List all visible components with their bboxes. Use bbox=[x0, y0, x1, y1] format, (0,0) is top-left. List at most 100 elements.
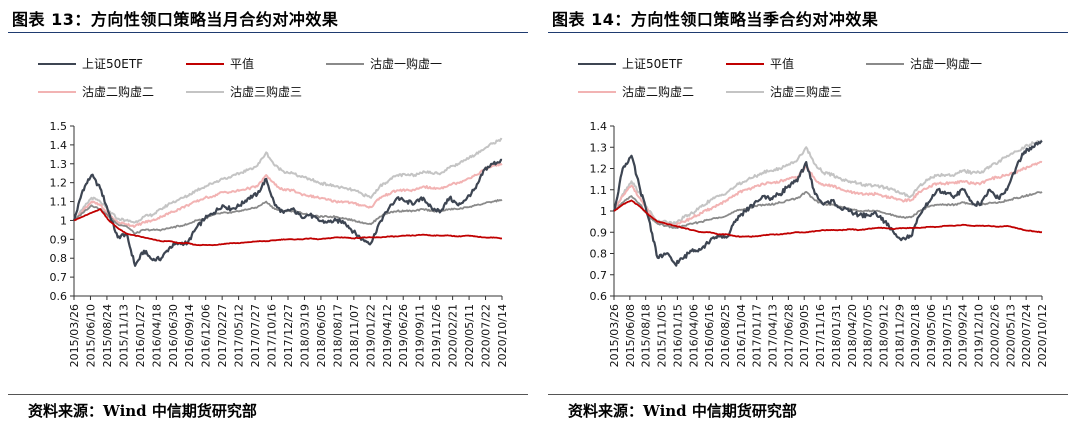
x-tick-label: 2020/02/21 bbox=[447, 304, 460, 367]
legend-label: 沽虚一购虚一 bbox=[370, 56, 442, 71]
legend-label: 平值 bbox=[770, 56, 794, 71]
legend-label: 上证50ETF bbox=[622, 57, 683, 71]
series-line bbox=[613, 160, 1043, 228]
x-tick-label: 2017/04/13 bbox=[767, 304, 780, 367]
series-line bbox=[73, 162, 503, 228]
source-note: 资料来源：Wind 中信期货研究部 bbox=[568, 402, 797, 420]
x-tick-label: 2019/11/26 bbox=[430, 304, 443, 367]
y-tick-label: 1.5 bbox=[50, 120, 68, 133]
x-tick-label: 2020/10/14 bbox=[496, 304, 509, 367]
series-line bbox=[613, 191, 1043, 229]
y-tick-label: 1.3 bbox=[50, 158, 68, 171]
y-tick-label: 0.9 bbox=[590, 226, 608, 239]
x-tick-label: 2018/11/07 bbox=[348, 304, 361, 367]
source-note: 资料来源：Wind 中信期货研究部 bbox=[28, 402, 257, 420]
series-line bbox=[73, 198, 503, 235]
legend-label: 沽虚一购虚一 bbox=[910, 56, 982, 71]
y-tick-label: 1.2 bbox=[590, 163, 608, 176]
x-tick-label: 2019/12/10 bbox=[973, 304, 986, 367]
x-tick-label: 2019/09/24 bbox=[957, 304, 970, 367]
title-rule bbox=[548, 32, 1068, 33]
chart-title: 图表 13：方向性领口策略当月合约对冲效果 bbox=[12, 10, 339, 29]
x-tick-label: 2015/08/18 bbox=[640, 304, 653, 367]
x-tick-label: 2018/04/20 bbox=[846, 304, 859, 367]
x-tick-label: 2016/08/25 bbox=[719, 304, 732, 367]
x-tick-label: 2018/07/05 bbox=[862, 304, 875, 367]
x-tick-label: 2016/12/06 bbox=[200, 304, 213, 367]
x-tick-label: 2020/10/12 bbox=[1036, 304, 1049, 367]
x-tick-label: 2016/04/18 bbox=[150, 304, 163, 367]
legend-label: 沽虚二购虚二 bbox=[622, 84, 694, 99]
x-tick-label: 2018/03/19 bbox=[298, 304, 311, 367]
x-tick-label: 2017/02/27 bbox=[216, 304, 229, 367]
x-tick-label: 2018/06/05 bbox=[315, 304, 328, 367]
y-tick-label: 0.7 bbox=[50, 271, 68, 284]
x-tick-label: 2019/04/12 bbox=[381, 304, 394, 367]
x-tick-label: 2019/09/11 bbox=[414, 304, 427, 367]
x-tick-label: 2017/12/27 bbox=[282, 304, 295, 367]
y-tick-label: 0.9 bbox=[50, 233, 68, 246]
legend-label: 上证50ETF bbox=[82, 57, 143, 71]
legend-label: 沽虚二购虚二 bbox=[82, 84, 154, 99]
source-rule bbox=[548, 394, 1068, 395]
legend-label: 沽虚三购虚三 bbox=[230, 84, 302, 99]
series-line bbox=[73, 137, 503, 224]
x-tick-label: 2019/02/18 bbox=[909, 304, 922, 367]
x-tick-label: 2020/07/24 bbox=[1020, 304, 1033, 367]
x-tick-label: 2016/11/04 bbox=[735, 304, 748, 367]
y-tick-label: 1.4 bbox=[590, 120, 608, 133]
x-tick-label: 2016/09/14 bbox=[183, 304, 196, 367]
x-tick-label: 2018/09/12 bbox=[877, 304, 890, 367]
y-tick-label: 0.7 bbox=[590, 269, 608, 282]
source-rule bbox=[8, 394, 528, 395]
y-tick-label: 1 bbox=[60, 214, 67, 227]
x-tick-label: 2015/11/13 bbox=[117, 304, 130, 367]
x-tick-label: 2018/11/29 bbox=[893, 304, 906, 367]
x-tick-label: 2019/07/15 bbox=[941, 304, 954, 367]
series-line bbox=[73, 208, 503, 247]
legend-label: 沽虚三购虚三 bbox=[770, 84, 842, 99]
y-tick-label: 1 bbox=[600, 205, 607, 218]
x-tick-label: 2015/08/24 bbox=[101, 304, 114, 367]
y-tick-label: 1.4 bbox=[50, 139, 68, 152]
chart-panel-14: 图表 14：方向性领口策略当季合约对冲效果 上证50ETF 平值 沽虚一购虚一沽虚二… bbox=[548, 0, 1078, 433]
legend-label: 平值 bbox=[230, 56, 254, 71]
x-tick-label: 2015/06/10 bbox=[84, 304, 97, 367]
x-tick-label: 2015/03/26 bbox=[608, 304, 621, 367]
x-tick-label: 2016/01/27 bbox=[134, 304, 147, 367]
x-tick-label: 2015/03/26 bbox=[68, 304, 81, 367]
y-tick-label: 0.8 bbox=[590, 248, 608, 261]
title-rule bbox=[8, 32, 528, 33]
x-tick-label: 2019/05/06 bbox=[925, 304, 938, 367]
x-tick-label: 2020/07/22 bbox=[480, 304, 493, 367]
y-tick-label: 1.1 bbox=[50, 196, 68, 209]
x-tick-label: 2017/01/17 bbox=[751, 304, 764, 367]
x-tick-label: 2020/05/13 bbox=[1004, 304, 1017, 367]
chart-title: 图表 14：方向性领口策略当季合约对冲效果 bbox=[552, 10, 879, 29]
x-tick-label: 2017/11/16 bbox=[814, 304, 827, 367]
x-tick-label: 2017/06/28 bbox=[782, 304, 795, 367]
y-tick-label: 1.3 bbox=[590, 141, 608, 154]
x-tick-label: 2015/11/05 bbox=[656, 304, 669, 367]
x-tick-label: 2016/01/15 bbox=[671, 304, 684, 367]
series-line bbox=[613, 139, 1043, 225]
x-tick-label: 2017/09/05 bbox=[798, 304, 811, 367]
x-tick-label: 2019/06/26 bbox=[397, 304, 410, 367]
series-line bbox=[613, 199, 1043, 238]
y-tick-label: 0.8 bbox=[50, 252, 68, 265]
y-tick-label: 0.6 bbox=[50, 290, 68, 303]
y-tick-label: 1.1 bbox=[590, 184, 608, 197]
x-tick-label: 2019/01/22 bbox=[364, 304, 377, 367]
x-tick-label: 2017/07/27 bbox=[249, 304, 262, 367]
x-tick-label: 2016/06/16 bbox=[703, 304, 716, 367]
series-line bbox=[612, 140, 1043, 267]
x-tick-label: 2020/02/26 bbox=[988, 304, 1001, 367]
x-tick-label: 2016/04/06 bbox=[687, 304, 700, 367]
x-tick-label: 2020/05/11 bbox=[463, 304, 476, 367]
y-tick-label: 0.6 bbox=[590, 290, 608, 303]
series-line bbox=[72, 158, 503, 267]
x-tick-label: 2018/01/31 bbox=[830, 304, 843, 367]
x-tick-label: 2017/05/12 bbox=[233, 304, 246, 367]
